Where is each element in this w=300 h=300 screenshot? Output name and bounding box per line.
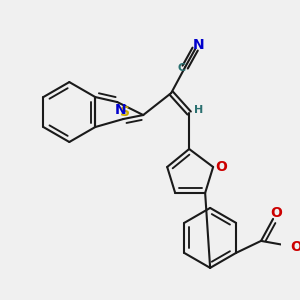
Text: O: O (270, 206, 282, 220)
Text: S: S (120, 105, 130, 119)
Text: O: O (290, 240, 300, 254)
Text: N: N (192, 38, 204, 52)
Text: C: C (177, 63, 185, 73)
Text: O: O (215, 160, 227, 174)
Text: H: H (194, 105, 203, 115)
Text: N: N (114, 103, 126, 117)
